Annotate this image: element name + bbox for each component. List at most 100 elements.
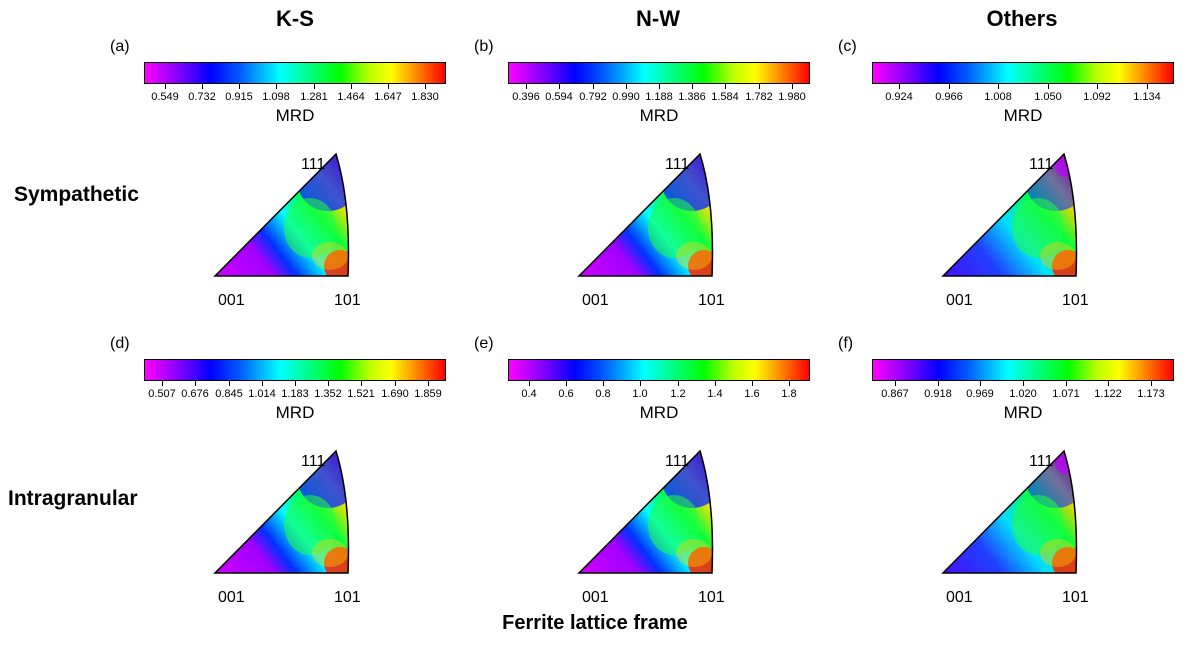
colorbar-tick	[1023, 381, 1024, 386]
pole-label-111: 111	[665, 453, 690, 470]
colorbar-tick-label: 1.092	[1083, 91, 1111, 103]
panel-label: (c)	[838, 38, 857, 55]
colorbar-tick-label: 1.008	[984, 91, 1012, 103]
colorbar-label: MRD	[639, 106, 679, 125]
inverse-pole-figure	[941, 449, 1078, 574]
colorbar-tick-label: 1.020	[1009, 388, 1037, 400]
colorbar-tick	[276, 84, 277, 89]
panel-label: (b)	[474, 38, 494, 55]
colorbar-tick-label: 1.098	[262, 91, 290, 103]
colorbar-label: MRD	[275, 106, 315, 125]
ipf-panel: (b) 0.396 0.594 0.792 0.990 1.188 1.386 1.584 1.…	[474, 38, 824, 348]
colorbar-tick	[1147, 84, 1148, 89]
colorbar-tick-label: 1.071	[1052, 388, 1080, 400]
colorbar-tick	[949, 84, 950, 89]
colorbar	[508, 62, 810, 84]
colorbar-tick	[789, 381, 790, 386]
colorbar-label: MRD	[1003, 403, 1043, 422]
colorbar-tick	[752, 381, 753, 386]
colorbar-tick-label: 1.0	[632, 388, 648, 400]
colorbar-tick-label: 1.584	[711, 91, 739, 103]
pole-label-001: 001	[218, 589, 245, 606]
colorbar-tick-label: 1.464	[337, 91, 365, 103]
colorbar-tick-label: 1.386	[678, 91, 706, 103]
ipf-panel: (c) 0.924 0.966 1.008 1.050 1.092 1.134 MRD 111 0…	[838, 38, 1188, 348]
colorbar-tick	[593, 84, 594, 89]
colorbar-label: MRD	[639, 403, 679, 422]
colorbar-tick-label: 1.4	[707, 388, 723, 400]
colorbar-tick-label: 1.521	[347, 388, 375, 400]
colorbar-tick	[1108, 381, 1109, 386]
colorbar-ticks	[872, 84, 1174, 90]
pole-label-111: 111	[301, 453, 326, 470]
inverse-pole-figure	[213, 449, 350, 574]
colorbar-ticks	[508, 381, 810, 387]
colorbar-tick-labels: 0.924 0.966 1.008 1.050 1.092 1.134	[872, 91, 1174, 105]
colorbar-tick	[603, 381, 604, 386]
colorbar-tick-label: 0.549	[151, 91, 179, 103]
colorbar-tick	[1048, 84, 1049, 89]
colorbar-tick-label: 1.173	[1137, 388, 1165, 400]
colorbar-tick	[162, 381, 163, 386]
colorbar-tick	[351, 84, 352, 89]
colorbar-tick	[759, 84, 760, 89]
colorbar-tick	[165, 84, 166, 89]
colorbar-tick-label: 1.122	[1094, 388, 1122, 400]
colorbar-tick	[262, 381, 263, 386]
panel-label: (f)	[838, 335, 854, 352]
colorbar-tick-label: 1.014	[248, 388, 276, 400]
colorbar-tick-label: 1.782	[745, 91, 773, 103]
colorbar-tick-label: 1.134	[1133, 91, 1161, 103]
colorbar-tick-labels: 0.4 0.6 0.8 1.0 1.2 1.4 1.6 1.8	[508, 388, 810, 402]
inverse-pole-figure	[577, 449, 714, 574]
colorbar	[144, 359, 446, 381]
colorbar-tick-label: 0.966	[935, 91, 963, 103]
colorbar-tick-label: 0.915	[225, 91, 253, 103]
pole-label-111: 111	[1029, 453, 1054, 470]
pole-label-101: 101	[1062, 292, 1089, 309]
colorbar-tick	[899, 84, 900, 89]
colorbar-tick-label: 0.792	[579, 91, 607, 103]
colorbar-tick	[388, 84, 389, 89]
colorbar-tick-labels: 0.549 0.732 0.915 1.098 1.281 1.464 1.647 1.830	[144, 91, 446, 105]
colorbar-ticks	[144, 84, 446, 90]
colorbar-tick-label: 1.980	[778, 91, 806, 103]
colorbar-tick-label: 0.507	[148, 388, 176, 400]
footer-title: Ferrite lattice frame	[502, 612, 688, 634]
pole-label-101: 101	[334, 292, 361, 309]
ipf-panel: (a) 0.549 0.732 0.915 1.098 1.281 1.464 1.647 1.…	[110, 38, 460, 348]
colorbar-tick	[980, 381, 981, 386]
colorbar-label: MRD	[275, 403, 315, 422]
colorbar-tick	[938, 381, 939, 386]
colorbar-tick	[725, 84, 726, 89]
pole-label-111: 111	[301, 156, 326, 173]
colorbar-tick-labels: 0.867 0.918 0.969 1.020 1.071 1.122 1.173	[872, 388, 1174, 402]
colorbar-tick	[295, 381, 296, 386]
colorbar-tick-label: 1.8	[781, 388, 797, 400]
colorbar-tick	[566, 381, 567, 386]
colorbar-tick-label: 0.4	[521, 388, 537, 400]
colorbar-tick-label: 1.859	[414, 388, 442, 400]
colorbar	[872, 62, 1174, 84]
colorbar-tick	[559, 84, 560, 89]
colorbar-ticks	[872, 381, 1174, 387]
colorbar-tick	[678, 381, 679, 386]
colorbar-tick	[202, 84, 203, 89]
colorbar-tick-label: 1.2	[670, 388, 686, 400]
pole-label-111: 111	[665, 156, 690, 173]
column-title-nw: N-W	[636, 6, 680, 31]
pole-label-001: 001	[582, 589, 609, 606]
colorbar-tick	[529, 381, 530, 386]
colorbar	[144, 62, 446, 84]
column-title-others: Others	[986, 6, 1058, 31]
colorbar-tick-label: 0.8	[595, 388, 611, 400]
colorbar-tick-label: 1.352	[314, 388, 342, 400]
colorbar-tick-label: 1.647	[374, 91, 402, 103]
colorbar-tick-label: 1.690	[381, 388, 409, 400]
colorbar-tick-label: 0.969	[966, 388, 994, 400]
colorbar-tick	[895, 381, 896, 386]
colorbar-tick-label: 0.676	[181, 388, 209, 400]
colorbar-ticks	[144, 381, 446, 387]
ipf-panel: (e) 0.4 0.6 0.8 1.0 1.2 1.4 1.6 1.8 MRD 111 001 101	[474, 335, 824, 645]
colorbar-tick	[998, 84, 999, 89]
